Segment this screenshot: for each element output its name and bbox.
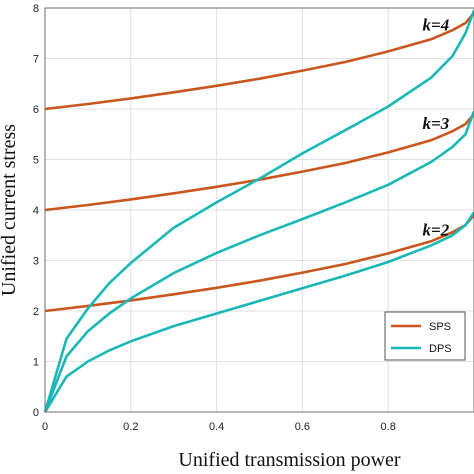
legend: SPS DPS <box>384 311 466 361</box>
x-axis-title: Unified transmission power <box>178 449 401 471</box>
y-tick-labels: 0 1 2 3 4 5 6 7 8 <box>33 3 39 419</box>
y-tick-label: 6 <box>33 104 39 116</box>
curve-annotations: k=4 k=3 k=2 <box>423 16 450 240</box>
y-axis-title: Unified current stress <box>0 124 20 296</box>
y-tick-label: 0 <box>33 407 39 419</box>
series-line-dps-k2 <box>43 211 474 413</box>
annotation-label: k=2 <box>423 220 450 239</box>
x-tick-label: 0 <box>42 421 48 433</box>
series-line-dps-k3 <box>43 111 474 413</box>
legend-label-sps: SPS <box>429 321 451 333</box>
annotation-label: k=3 <box>423 114 450 133</box>
series-line-dps-k4 <box>43 10 474 413</box>
plot-frame <box>44 7 474 413</box>
y-tick-label: 4 <box>33 205 39 217</box>
y-tick-label: 7 <box>33 54 39 66</box>
series-lines <box>43 10 474 413</box>
series-line-sps-k3 <box>44 113 474 212</box>
legend-box <box>384 311 466 361</box>
series-line-sps-k4 <box>44 12 474 111</box>
x-tick-label: 0.4 <box>209 421 224 433</box>
y-tick-label: 2 <box>33 306 39 318</box>
y-tick-label: 1 <box>33 357 39 369</box>
legend-label-dps: DPS <box>429 343 452 355</box>
x-tick-label: 0.6 <box>295 421 310 433</box>
x-tick-label: 0.8 <box>381 421 396 433</box>
y-tick-label: 5 <box>33 155 39 167</box>
y-tick-label: 3 <box>33 256 39 268</box>
y-tick-label: 8 <box>33 3 39 15</box>
x-tick-labels: 0 0.2 0.4 0.6 0.8 <box>42 421 396 433</box>
annotation-label: k=4 <box>423 16 450 35</box>
series-line-sps-k2 <box>44 214 474 313</box>
x-tick-label: 0.2 <box>123 421 138 433</box>
